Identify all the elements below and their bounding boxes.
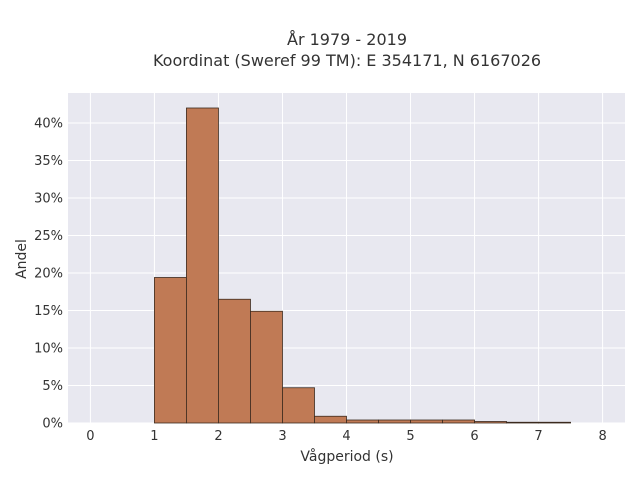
y-axis-ticks: 0% 5% 10% 15% 20% 25% 30% 35% 40% (34, 117, 63, 432)
x-tick-label: 5 (406, 429, 414, 444)
y-tick-label: 20% (34, 267, 63, 282)
x-axis-label: Vågperiod (s) (300, 448, 393, 465)
x-tick-label: 1 (150, 429, 158, 444)
y-tick-label: 30% (34, 192, 63, 207)
histogram-bar (538, 421, 571, 424)
histogram-bar (410, 419, 443, 424)
y-tick-label: 5% (42, 379, 63, 394)
histogram-bar (474, 421, 507, 424)
histogram-bar (506, 421, 539, 424)
x-tick-label: 8 (598, 429, 606, 444)
histogram-bar (218, 298, 251, 424)
histogram-bar (378, 419, 411, 424)
y-tick-label: 15% (34, 304, 63, 319)
histogram-bar (314, 415, 347, 424)
y-tick-label: 35% (34, 154, 63, 169)
histogram-bar (282, 387, 315, 424)
histogram-bar (186, 107, 219, 424)
y-axis-label: Andel (14, 239, 30, 279)
histogram-bars (154, 107, 571, 424)
y-tick-label: 0% (42, 417, 63, 432)
x-tick-label: 0 (86, 429, 94, 444)
x-tick-label: 2 (214, 429, 222, 444)
chart-title: År 1979 - 2019 (287, 30, 407, 49)
y-tick-label: 40% (34, 117, 63, 132)
histogram-bar (250, 310, 283, 424)
histogram-bar (346, 419, 379, 424)
x-axis-ticks: 0 1 2 3 4 5 6 7 8 (86, 429, 606, 444)
y-tick-label: 10% (34, 342, 63, 357)
x-tick-label: 4 (342, 429, 350, 444)
histogram-bar (154, 277, 187, 424)
x-tick-label: 3 (278, 429, 286, 444)
x-tick-label: 6 (470, 429, 478, 444)
histogram-bar (442, 419, 475, 424)
y-tick-label: 25% (34, 229, 63, 244)
chart-subtitle: Koordinat (Sweref 99 TM): E 354171, N 61… (153, 51, 541, 70)
x-tick-label: 7 (534, 429, 542, 444)
